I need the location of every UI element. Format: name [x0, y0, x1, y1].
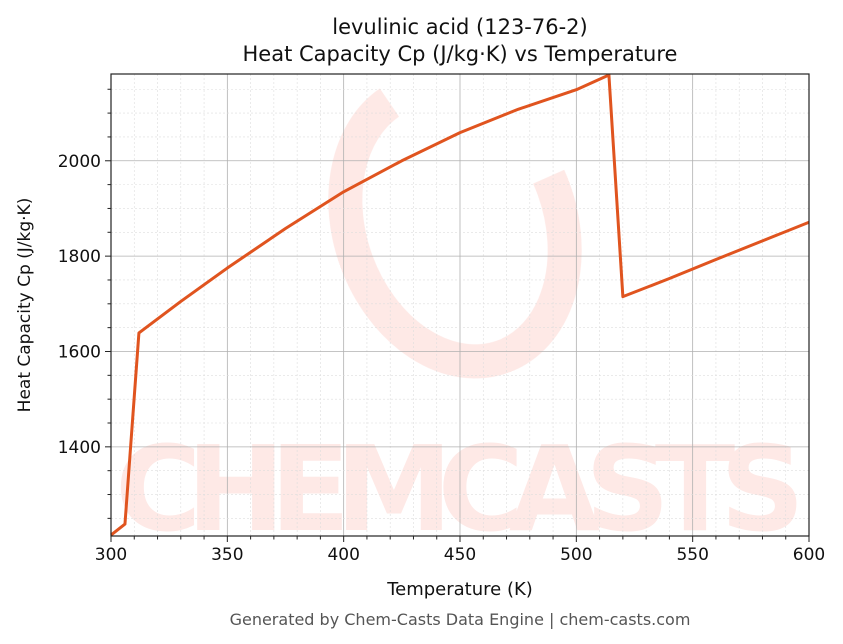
x-tick-label: 500	[560, 545, 592, 565]
plot-frame	[110, 73, 810, 537]
x-tick-label: 300	[95, 545, 127, 565]
grid	[110, 74, 810, 536]
y-tick-label: 1800	[58, 247, 101, 267]
footer-credit: Generated by Chem-Casts Data Engine | ch…	[230, 610, 691, 629]
y-tick-label: 1400	[58, 438, 101, 458]
chart-title: levulinic acid (123-76-2)	[332, 15, 588, 39]
y-axis-label: Heat Capacity Cp (J/kg·K)	[15, 198, 35, 413]
x-tick-label: 450	[444, 545, 476, 565]
x-axis-label: Temperature (K)	[386, 579, 533, 600]
series-line	[110, 73, 810, 537]
x-tick-label: 600	[793, 545, 825, 565]
y-tick-label: 1600	[58, 342, 101, 362]
y-tick-label: 2000	[58, 152, 101, 172]
x-tick-label: 550	[676, 545, 708, 565]
x-tick-label: 350	[211, 545, 243, 565]
chart-subtitle: Heat Capacity Cp (J/kg·K) vs Temperature	[243, 42, 678, 66]
x-tick-label: 400	[327, 545, 359, 565]
ticks: 300 350 400 450 500 550 600 1400 1600 1800 2000	[58, 88, 825, 565]
